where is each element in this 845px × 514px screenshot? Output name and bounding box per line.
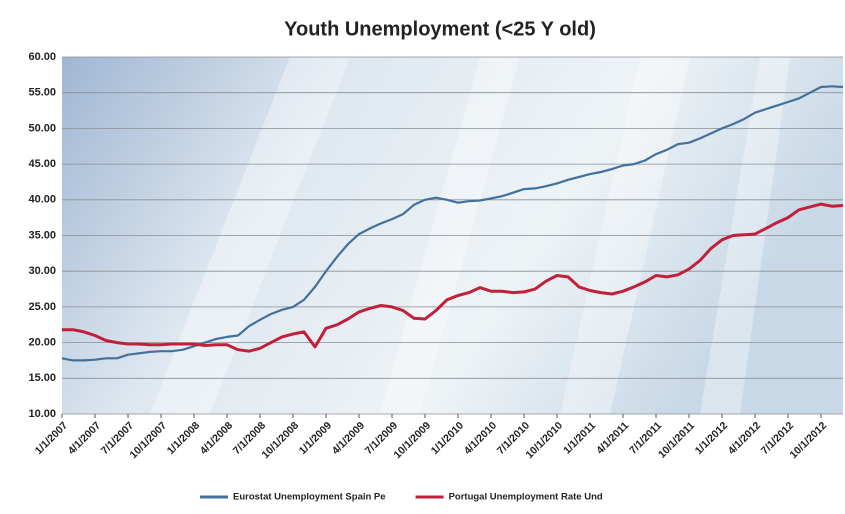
chart-title: Youth Unemployment (<25 Y old) <box>284 18 596 40</box>
y-tick-label: 55.00 <box>28 87 56 99</box>
x-tick-label: 1/1/2011 <box>561 419 598 456</box>
y-tick-label: 25.00 <box>28 301 56 313</box>
x-tick-label: 4/1/2012 <box>726 419 763 456</box>
x-tick-label: 1/1/2012 <box>693 419 730 456</box>
x-tick-label: 1/1/2007 <box>33 419 70 456</box>
series-line <box>61 85 844 362</box>
y-tick-label: 60.00 <box>28 51 56 63</box>
y-tick-label: 35.00 <box>28 229 56 241</box>
y-tick-label: 10.00 <box>28 408 56 420</box>
y-tick-label: 15.00 <box>28 372 56 384</box>
legend-label: Eurostat Unemployment Spain Pe <box>233 492 386 503</box>
y-tick-label: 40.00 <box>28 194 56 206</box>
y-tick-label: 20.00 <box>28 337 56 349</box>
x-tick-label: 1/1/2010 <box>429 419 466 456</box>
x-tick-label: 10/1/2010 <box>524 419 566 461</box>
x-tick-label: 10/1/2012 <box>788 419 830 461</box>
x-tick-label: 4/1/2009 <box>330 419 367 456</box>
x-tick-label: 10/1/2009 <box>392 419 434 461</box>
legend-label: Portugal Unemployment Rate Und <box>449 492 603 503</box>
series-line <box>62 202 844 353</box>
x-tick-label: 4/1/2010 <box>462 419 499 456</box>
y-tick-label: 30.00 <box>28 265 56 277</box>
x-tick-label: 10/1/2011 <box>656 419 697 460</box>
x-tick-label: 1/1/2008 <box>165 419 202 456</box>
x-tick-label: 4/1/2011 <box>594 419 631 456</box>
x-tick-label: 1/1/2009 <box>297 419 334 456</box>
x-tick-label: 4/1/2007 <box>66 419 103 456</box>
y-tick-label: 45.00 <box>28 158 56 170</box>
x-tick-label: 10/1/2007 <box>128 419 170 461</box>
x-tick-label: 10/1/2008 <box>260 419 302 461</box>
x-tick-label: 4/1/2008 <box>198 419 235 456</box>
y-tick-label: 50.00 <box>28 122 56 134</box>
